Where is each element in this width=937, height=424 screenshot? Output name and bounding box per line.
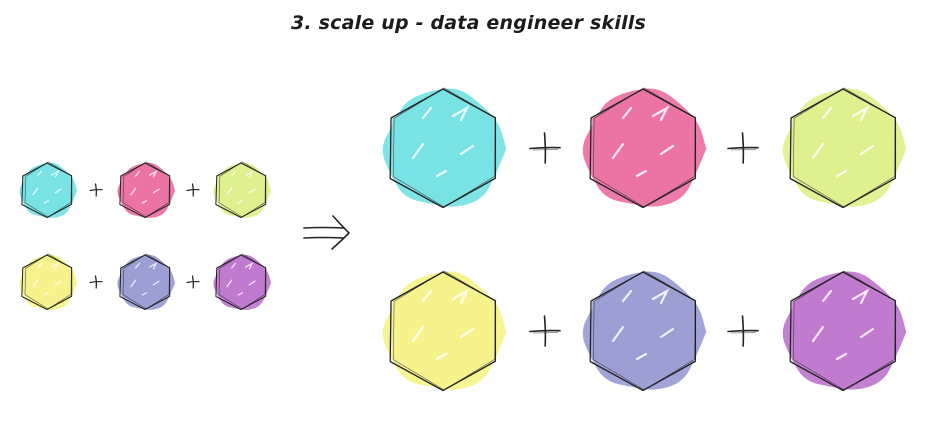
plus-operator-icon [529,315,561,347]
periwinkle-hexagon [582,270,707,392]
purple-hexagon [213,253,272,311]
plus-operator-icon [89,275,103,289]
double-arrow-right-icon [303,215,350,250]
cyan-hexagon [382,87,507,209]
lime-hexagon [782,87,907,209]
yellow-hexagon [19,253,78,311]
lime-hexagon [213,161,272,219]
purple-hexagon [782,270,907,392]
plus-operator-icon [727,132,759,164]
periwinkle-hexagon [117,253,176,311]
plus-operator-icon [186,275,200,289]
diagram-title: 3. scale up - data engineer skills [290,12,647,34]
plus-operator-icon [529,132,561,164]
pink-hexagon [117,161,176,219]
small-hexagon-grid [19,161,272,311]
large-hexagon-grid [382,87,907,392]
yellow-hexagon [382,270,507,392]
plus-operator-icon [727,315,759,347]
pink-hexagon [582,87,707,209]
cyan-hexagon [19,161,78,219]
plus-operator-icon [186,183,200,197]
plus-operator-icon [89,183,103,197]
